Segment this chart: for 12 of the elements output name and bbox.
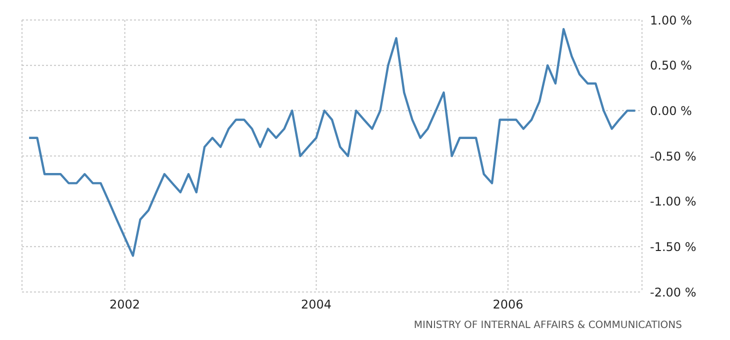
x-tick-label: 2006	[492, 298, 524, 312]
y-tick-label: -2.00 %	[650, 285, 696, 300]
x-tick-label: 2004	[300, 298, 332, 312]
line-series	[28, 28, 636, 257]
y-tick-label: -0.50 %	[650, 149, 696, 164]
y-tick-label: -1.50 %	[650, 240, 696, 254]
y-tick-label: -1.00 %	[650, 194, 696, 209]
y-tick-label: 0.50 %	[650, 58, 692, 73]
x-tick-label: 2002	[110, 298, 140, 312]
text: MINISTRY OF INTERNAL AFFAIRS & COMMUNICATIONS	[414, 320, 682, 331]
y-tick-label: 0.00 %	[650, 104, 692, 118]
y-tick-label: 1.00 %	[650, 13, 692, 28]
